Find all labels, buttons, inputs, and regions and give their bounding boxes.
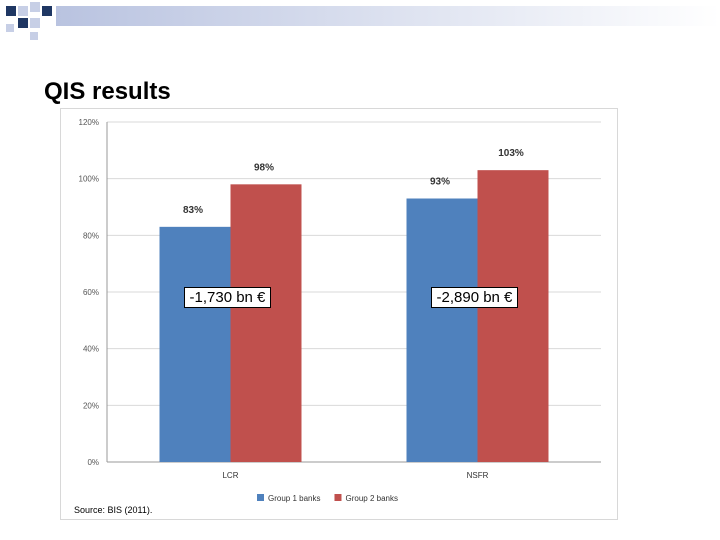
source-note: Source: BIS (2011). bbox=[74, 505, 153, 515]
y-tick-label: 60% bbox=[83, 288, 99, 297]
label-layer: 83% 98% LCR 93% 103% NSFR bbox=[183, 148, 524, 480]
decorative-header-band bbox=[6, 2, 720, 40]
x-tick-label: LCR bbox=[222, 471, 238, 480]
legend-layer: Group 1 banks Group 2 banks bbox=[257, 494, 398, 503]
data-label: 93% bbox=[430, 177, 450, 188]
deco-square-5 bbox=[18, 18, 28, 28]
deco-square-3 bbox=[30, 2, 40, 12]
legend-label-series-1: Group 1 banks bbox=[268, 494, 320, 503]
data-label: 98% bbox=[254, 162, 274, 173]
y-tick-label: 20% bbox=[83, 401, 99, 410]
deco-square-1 bbox=[6, 6, 16, 16]
y-tick-label: 100% bbox=[79, 175, 99, 184]
bar-nsfr-series-1 bbox=[406, 198, 478, 462]
legend-label-series-2: Group 2 banks bbox=[345, 494, 397, 503]
bar-chart: 0% 20% 40% 60% 80% 100% 120% 83% 98% LCR 93% 103% N… bbox=[79, 118, 601, 503]
slide-title: QIS results bbox=[44, 78, 171, 105]
y-tick-label: 80% bbox=[83, 231, 99, 240]
legend-swatch-series-1 bbox=[257, 494, 264, 501]
bar-lcr-series-2 bbox=[230, 184, 302, 462]
deco-square-4 bbox=[42, 6, 52, 16]
deco-square-2 bbox=[18, 6, 28, 16]
chart-frame: 0% 20% 40% 60% 80% 100% 120% 83% 98% LCR 93% 103% N… bbox=[60, 108, 618, 520]
annotation-lcr-cost: -1,730 bn € bbox=[183, 287, 272, 308]
bar-lcr-series-1 bbox=[159, 226, 231, 462]
deco-square-7 bbox=[6, 24, 14, 32]
data-label: 103% bbox=[498, 148, 524, 159]
deco-square-6 bbox=[30, 18, 40, 28]
header-gradient-bar bbox=[56, 6, 720, 26]
legend-swatch-series-2 bbox=[334, 494, 342, 501]
deco-square-8 bbox=[30, 32, 38, 40]
bar-layer bbox=[159, 170, 549, 462]
annotation-nsfr-cost: -2,890 bn € bbox=[430, 287, 519, 308]
data-label: 83% bbox=[183, 205, 203, 216]
y-tick-label: 120% bbox=[79, 118, 99, 127]
bar-nsfr-series-2 bbox=[477, 170, 549, 462]
y-tick-label: 0% bbox=[87, 458, 99, 467]
x-tick-label: NSFR bbox=[467, 471, 489, 480]
y-tick-label: 40% bbox=[83, 345, 99, 354]
